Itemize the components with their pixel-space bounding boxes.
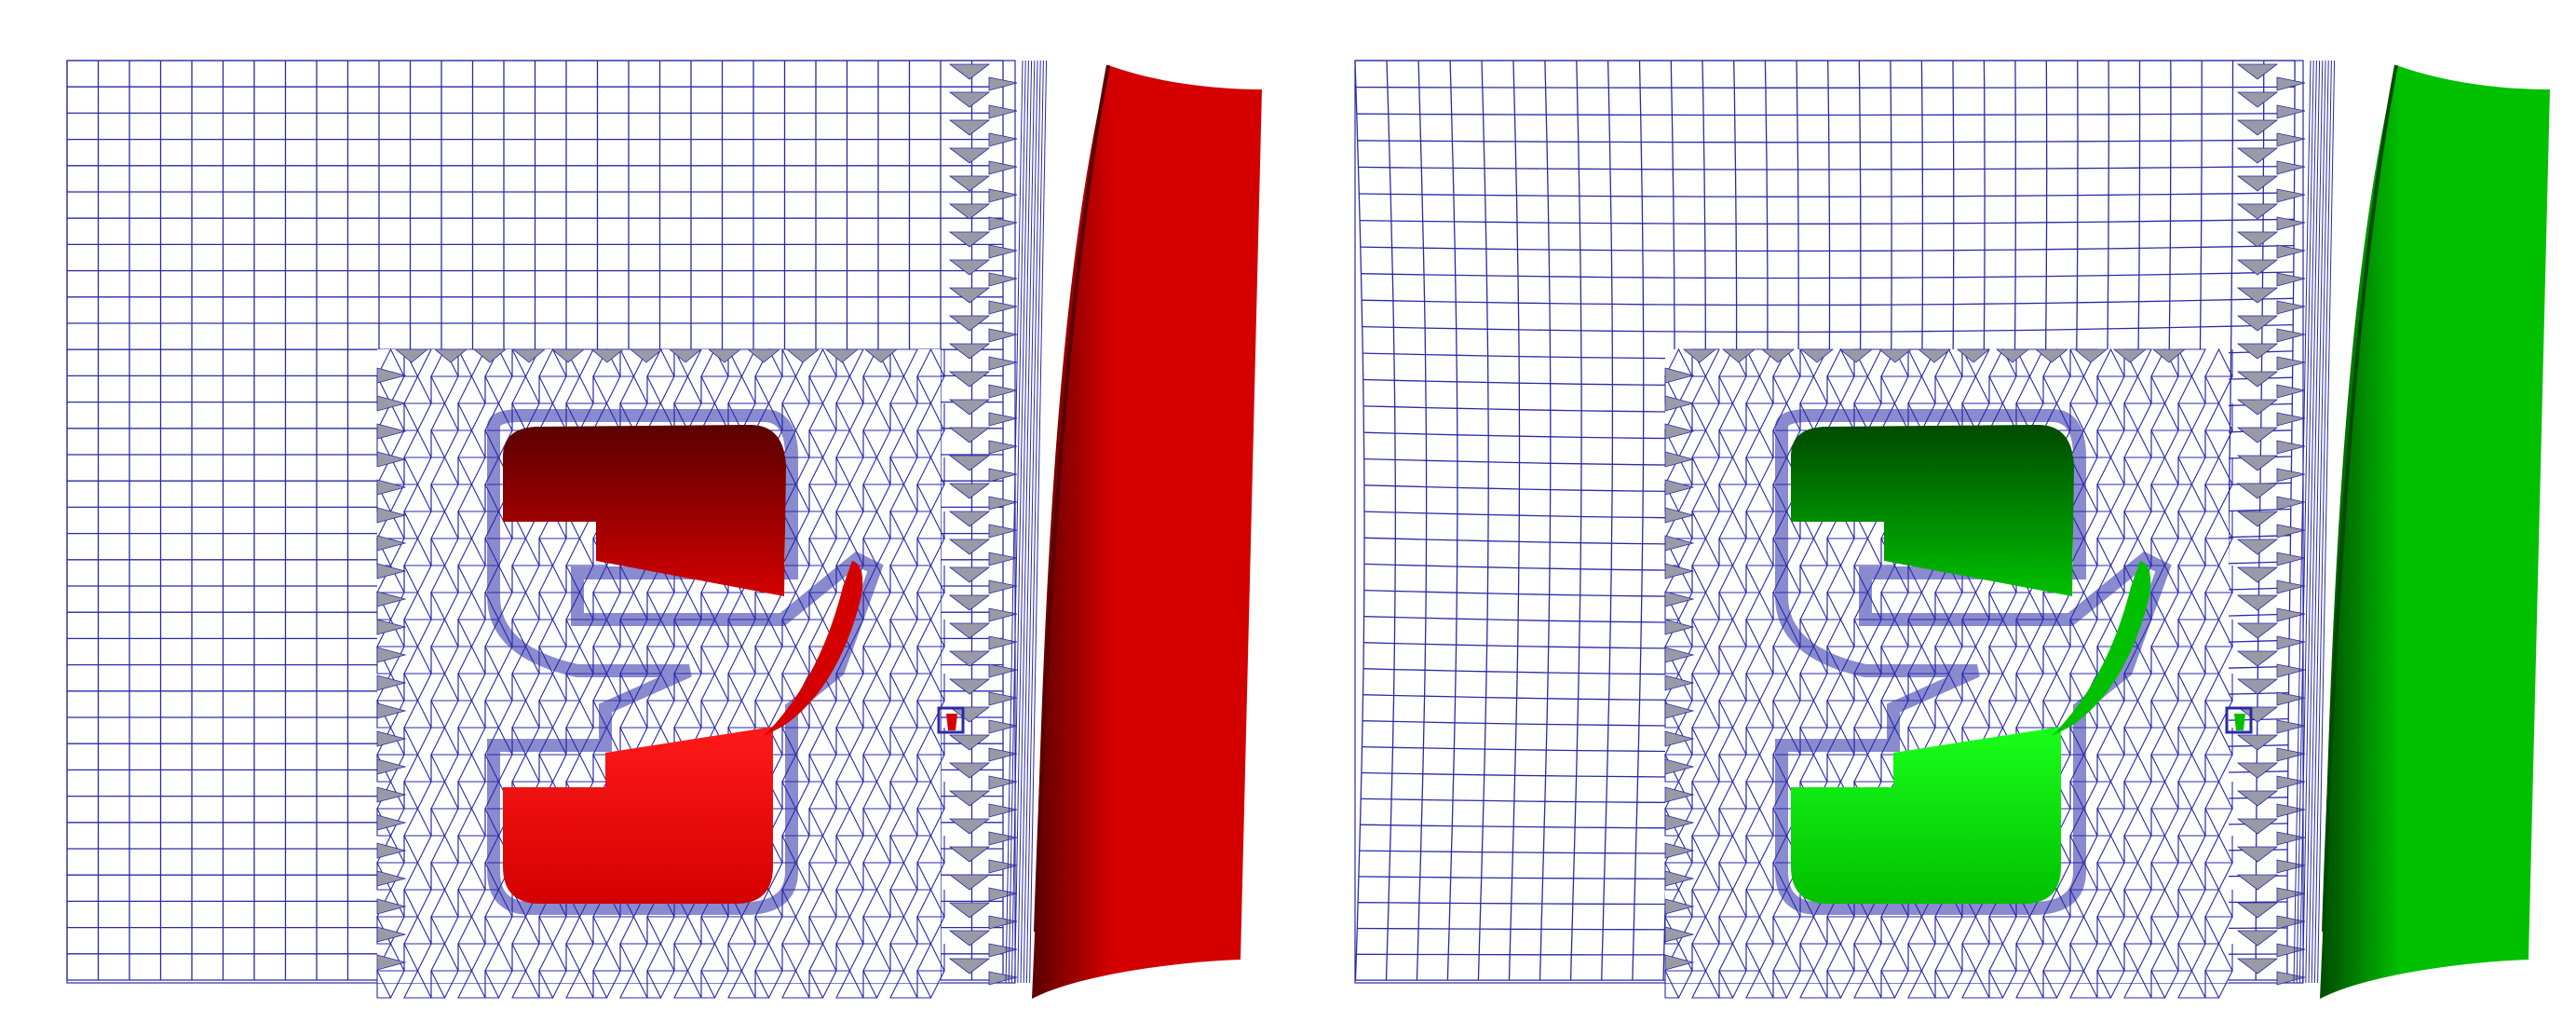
boundary-layer-lines xyxy=(2293,60,2336,984)
mesh-triangle xyxy=(1826,970,1855,1000)
grid-line-vertical xyxy=(1632,60,1645,981)
mesh-triangle xyxy=(1718,970,1747,1000)
cavity-lower xyxy=(503,727,773,904)
cavity-upper xyxy=(503,425,786,596)
grid-line-horizontal xyxy=(1357,139,2295,143)
grid-line-vertical xyxy=(1569,60,1582,981)
mesh-panel-right xyxy=(1288,0,2576,1036)
mesh-triangle xyxy=(1880,970,1909,1000)
cavity-upper xyxy=(1791,425,2074,596)
grid-line-horizontal xyxy=(1355,86,2296,89)
mesh-triangle xyxy=(754,970,783,1000)
mesh-triangle xyxy=(646,970,675,1000)
grid-line-vertical xyxy=(2286,60,2296,980)
blade-fin xyxy=(2052,561,2151,736)
shaded-triangles xyxy=(1664,348,2187,971)
mesh-triangle xyxy=(2042,970,2071,1000)
mesh-triangle xyxy=(1988,970,2017,1000)
probe-frame xyxy=(2225,706,2253,734)
wall-layer-triangles xyxy=(2236,63,2306,986)
mesh-triangle xyxy=(2204,970,2233,1000)
mesh-figure-left xyxy=(66,60,1262,1000)
mesh-triangle xyxy=(2096,970,2125,1000)
wall-surface xyxy=(2320,65,2550,999)
grid-line-vertical xyxy=(1477,60,1489,981)
grid-line-vertical xyxy=(1416,60,1428,981)
mesh-figure-right xyxy=(1354,60,2550,1000)
wall-surface-edge xyxy=(2322,64,2398,933)
grid-line-horizontal xyxy=(1362,323,2294,334)
mesh-triangle xyxy=(808,970,837,1000)
mesh-triangle xyxy=(1934,970,1963,1000)
mesh-triangle xyxy=(2150,970,2179,1000)
mesh-triangle xyxy=(700,970,729,1000)
boundary-layer-ring xyxy=(1775,409,2172,915)
grid-line-vertical xyxy=(1446,60,1458,981)
grid-line-vertical xyxy=(1354,60,1365,981)
grid-line-vertical xyxy=(1539,60,1552,981)
wall-layer-triangles xyxy=(948,63,1018,986)
mesh-triangle xyxy=(484,970,513,1000)
grid-line-horizontal xyxy=(1359,192,2295,198)
probe xyxy=(946,714,957,730)
mesh-triangle xyxy=(1772,970,1801,1000)
probe-frame xyxy=(937,706,965,734)
grid-line-horizontal xyxy=(1360,218,2295,225)
grid-line-vertical xyxy=(1601,60,1614,981)
mesh-triangle xyxy=(592,970,621,1000)
wall-surface-edge xyxy=(1034,64,1110,933)
grid-line-vertical xyxy=(1385,60,1396,981)
blade-fin xyxy=(764,561,863,736)
grid-line-horizontal xyxy=(1361,271,2294,279)
grid-line-horizontal xyxy=(1360,244,2295,252)
cavity-lower xyxy=(1791,727,2061,904)
mesh-triangle xyxy=(430,970,459,1000)
mesh-triangle xyxy=(862,970,891,1000)
wall-surface xyxy=(1032,65,1262,999)
probe xyxy=(2234,714,2245,730)
mesh-triangle xyxy=(376,970,405,1000)
mesh-triangle xyxy=(1664,970,1693,1000)
grid-line-horizontal xyxy=(1356,113,2295,116)
boundary-layer-lines xyxy=(1005,60,1048,984)
boundary-layer-ring xyxy=(487,409,884,915)
grid-line-vertical xyxy=(1508,60,1521,981)
grid-line-horizontal xyxy=(1362,297,2294,307)
mesh-triangle xyxy=(538,970,567,1000)
grid-line-horizontal xyxy=(1358,165,2295,170)
shaded-triangles xyxy=(376,348,899,971)
mesh-panel-left xyxy=(66,60,1262,1000)
mesh-triangle xyxy=(916,970,945,1000)
